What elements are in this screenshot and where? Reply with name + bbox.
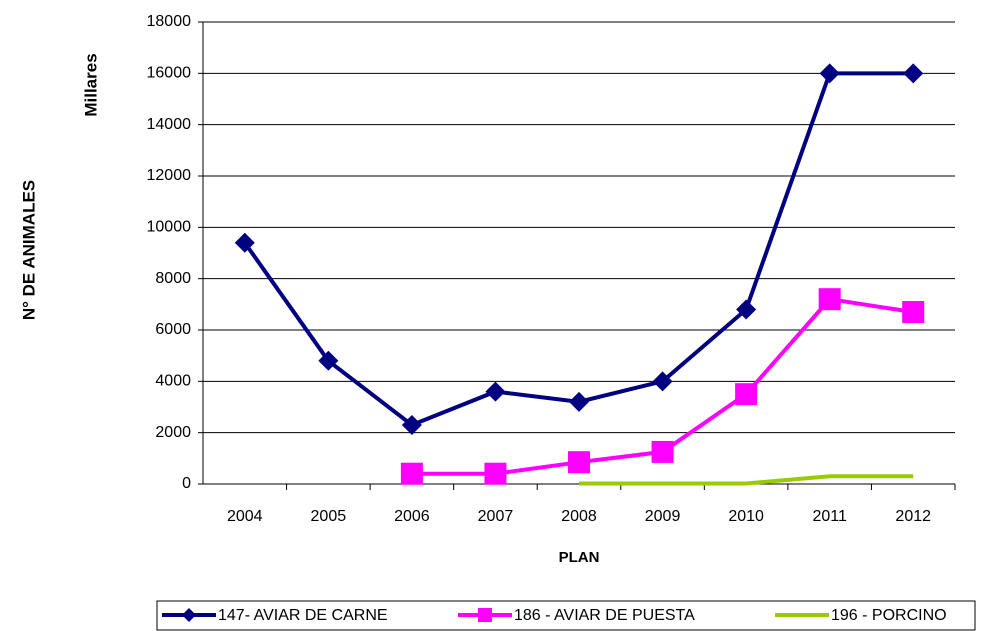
point bbox=[902, 301, 925, 324]
legend-label: 147- AVIAR DE CARNE bbox=[218, 607, 388, 624]
y-tick-label: 18000 bbox=[147, 13, 192, 30]
legend-marker bbox=[478, 608, 492, 622]
y-unit-label: Millares bbox=[81, 53, 100, 116]
point bbox=[736, 299, 757, 320]
point bbox=[569, 391, 589, 412]
y-tick-label: 2000 bbox=[155, 424, 191, 441]
y-tick-label: 0 bbox=[182, 475, 191, 492]
x-tick-label: 2011 bbox=[812, 508, 847, 525]
point bbox=[401, 414, 422, 435]
x-axis-label: PLAN bbox=[559, 549, 600, 566]
point bbox=[652, 371, 673, 392]
point bbox=[485, 381, 506, 402]
point bbox=[318, 350, 339, 371]
series-line bbox=[243, 71, 914, 428]
x-tick-label: 2012 bbox=[895, 508, 931, 525]
y-tick-label: 4000 bbox=[155, 373, 191, 390]
y-tick-label: 10000 bbox=[147, 219, 192, 236]
point bbox=[400, 462, 423, 485]
y-tick-label: 12000 bbox=[147, 167, 192, 184]
y-tick-label: 14000 bbox=[147, 116, 192, 133]
y-axis-label: N° DE ANIMALES bbox=[19, 180, 38, 320]
point bbox=[234, 232, 255, 253]
point bbox=[484, 462, 507, 485]
x-tick-label: 2006 bbox=[394, 508, 430, 525]
x-tick-label: 2004 bbox=[227, 508, 263, 525]
legend-box bbox=[156, 600, 976, 631]
legend-label: 196 - PORCINO bbox=[831, 607, 947, 624]
legend-marker bbox=[182, 608, 196, 622]
y-tick-label: 16000 bbox=[147, 65, 192, 82]
x-tick-label: 2007 bbox=[478, 508, 514, 525]
point bbox=[819, 63, 840, 84]
point bbox=[651, 440, 674, 463]
point bbox=[735, 383, 758, 406]
series-line bbox=[579, 474, 914, 486]
legend-label: 186 - AVIAR DE PUESTA bbox=[514, 607, 695, 624]
x-tick-label: 2009 bbox=[645, 508, 681, 525]
point bbox=[568, 451, 590, 474]
x-tick-label: 2010 bbox=[728, 508, 764, 525]
x-tick-label: 2005 bbox=[311, 508, 347, 525]
y-tick-label: 8000 bbox=[155, 270, 191, 287]
x-tick-label: 2008 bbox=[561, 508, 597, 525]
point bbox=[818, 288, 841, 311]
point bbox=[903, 63, 924, 84]
y-tick-label: 6000 bbox=[155, 321, 191, 338]
